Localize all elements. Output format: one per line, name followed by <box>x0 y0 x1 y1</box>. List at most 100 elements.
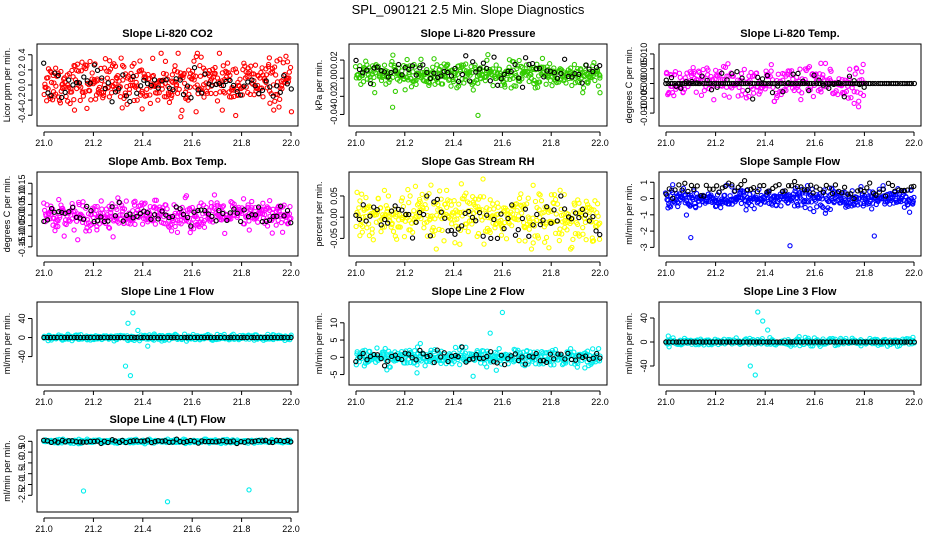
data-point <box>431 359 437 366</box>
data-point <box>420 351 426 357</box>
data-point <box>579 211 585 218</box>
data-point <box>234 88 240 95</box>
data-point <box>112 89 119 95</box>
y-tick-label: 0.4 <box>17 49 27 62</box>
data-point <box>780 89 786 95</box>
data-point <box>438 209 444 215</box>
data-point <box>178 114 184 120</box>
data-point <box>169 213 176 220</box>
data-point <box>719 83 725 89</box>
data-point <box>480 233 486 239</box>
data-point <box>569 74 575 80</box>
data-point <box>565 350 571 357</box>
data-point <box>737 339 743 345</box>
chart-title: Slope Line 4 (LT) Flow <box>110 414 226 426</box>
data-point <box>284 59 291 65</box>
data-point <box>141 201 147 207</box>
data-point <box>94 203 100 210</box>
data-point <box>455 356 461 363</box>
data-point <box>224 60 231 66</box>
data-point <box>847 66 853 72</box>
data-point <box>163 77 169 83</box>
data-point <box>524 201 530 207</box>
data-point <box>98 198 104 204</box>
scatter-points <box>41 192 294 243</box>
data-point <box>525 195 531 201</box>
data-point <box>896 187 902 193</box>
data-point <box>463 190 469 196</box>
data-point <box>906 80 913 87</box>
data-point <box>110 234 116 240</box>
data-point <box>798 96 804 103</box>
data-point <box>536 207 542 213</box>
data-point <box>155 216 161 222</box>
data-point <box>544 68 550 74</box>
data-point <box>495 82 501 88</box>
data-point <box>111 334 117 341</box>
data-point <box>204 334 211 341</box>
data-point <box>535 84 541 90</box>
data-point <box>92 96 99 102</box>
y-tick-label: -2 <box>639 227 649 235</box>
data-point <box>201 94 207 100</box>
data-point <box>388 62 394 68</box>
outlier-point <box>487 330 493 336</box>
data-point <box>571 61 578 68</box>
data-point <box>807 206 813 212</box>
data-point <box>734 80 740 87</box>
data-point <box>779 80 785 87</box>
data-point <box>181 80 188 87</box>
data-point <box>805 65 811 71</box>
y-tick-label: -0.15 <box>17 237 27 258</box>
data-point <box>423 205 430 212</box>
data-point <box>445 61 451 67</box>
data-point <box>671 92 677 99</box>
data-point <box>115 195 121 201</box>
data-point <box>402 87 408 93</box>
data-point <box>785 183 792 189</box>
data-point <box>472 203 479 210</box>
plot-frame <box>658 301 922 386</box>
x-tick-label: 21.6 <box>806 268 824 278</box>
data-point <box>580 85 587 91</box>
data-point <box>572 230 579 237</box>
data-point <box>233 112 239 119</box>
data-point <box>381 187 388 194</box>
data-point <box>174 90 181 97</box>
data-point <box>421 225 427 231</box>
data-point <box>417 65 423 71</box>
data-point <box>283 53 289 59</box>
data-point <box>470 59 476 65</box>
data-point <box>775 71 781 77</box>
y-tick-label: -0.2 <box>17 92 27 108</box>
data-point <box>754 188 761 195</box>
x-tick-label: 21.2 <box>707 138 725 148</box>
data-point <box>412 183 419 189</box>
data-point <box>139 106 145 112</box>
outlier-point <box>414 370 420 376</box>
data-point <box>811 208 817 215</box>
scatter-points <box>41 436 294 505</box>
scatter-points <box>353 309 603 379</box>
data-point <box>790 80 796 87</box>
data-point <box>867 180 873 186</box>
data-point <box>459 71 466 78</box>
data-point <box>231 334 237 341</box>
data-point <box>154 90 160 96</box>
data-point <box>180 211 187 218</box>
data-point <box>52 438 58 444</box>
data-point <box>685 188 691 195</box>
y-tick-label: 0 <box>17 335 27 340</box>
plot-frame <box>348 43 608 127</box>
data-point <box>494 235 501 242</box>
data-point <box>138 67 145 73</box>
data-point <box>473 218 479 224</box>
data-point <box>121 64 127 70</box>
data-point <box>61 84 67 90</box>
data-point <box>117 334 124 341</box>
data-point <box>831 81 837 87</box>
data-point <box>741 66 747 73</box>
data-point <box>729 80 735 87</box>
data-point <box>99 206 105 212</box>
data-point <box>169 72 176 78</box>
